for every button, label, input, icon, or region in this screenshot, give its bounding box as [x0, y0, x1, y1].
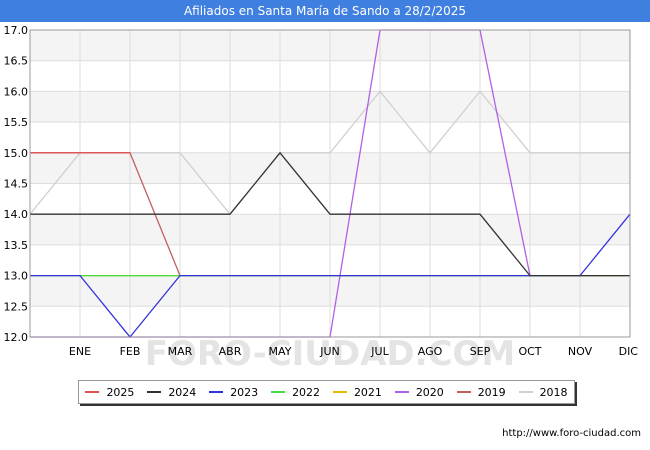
legend-label: 2021: [353, 385, 382, 399]
legend-label: 2022: [292, 385, 321, 399]
y-tick-label: 15.5: [4, 116, 29, 129]
legend-label: 2019: [477, 385, 506, 399]
legend-swatch: [394, 391, 409, 393]
legend-item-2020: 2020: [394, 385, 444, 399]
legend-swatch: [147, 391, 162, 393]
series-line-2024: [30, 151, 630, 277]
x-tick-label: MAR: [168, 345, 193, 358]
legend-item-2022: 2022: [271, 386, 320, 399]
legend: 2025 2024 2023 2022 2021 2020 2019 2018: [78, 380, 575, 404]
legend-swatch: [85, 391, 100, 393]
legend-swatch: [456, 391, 471, 393]
x-tick-label: NOV: [568, 345, 593, 358]
y-axis-ticks: 12.0 12.5 13.0 13.5 14.0 14.5 15.0 15.5 16.0 16.5…: [4, 24, 29, 344]
legend-label: 2025: [106, 385, 135, 399]
legend-label: 2020: [415, 385, 444, 399]
legend-swatch: [518, 391, 533, 393]
legend-item-2023: 2023: [209, 386, 258, 399]
x-tick-label: ENE: [69, 345, 91, 358]
legend-label: 2023: [230, 385, 259, 399]
x-tick-label: JUL: [370, 345, 389, 358]
x-tick-label: FEB: [120, 345, 141, 358]
legend-swatch: [271, 391, 286, 393]
x-tick-label: AGO: [418, 345, 443, 358]
y-tick-label: 16.5: [4, 55, 29, 68]
y-tick-label: 13.5: [4, 239, 29, 252]
x-tick-label: OCT: [518, 345, 541, 358]
x-axis-ticks: ENE FEB MAR ABR MAY JUN JUL AGO SEP OCT NOV DIC: [69, 345, 638, 358]
y-tick-label: 15.0: [4, 147, 29, 160]
plot-frame: [29, 29, 631, 338]
chart-title: Afiliados en Santa María de Sando a 28/2…: [0, 0, 650, 22]
legend-label: 2024: [168, 385, 197, 399]
x-tick-label: DIC: [619, 345, 639, 358]
x-tick-label: ABR: [219, 345, 242, 358]
legend-item-2025: 2025: [85, 386, 134, 399]
legend-item-2019: 2019: [456, 385, 506, 399]
x-tick-label: SEP: [470, 345, 491, 358]
y-tick-label: 12.0: [4, 331, 29, 344]
y-tick-label: 17.0: [4, 24, 29, 37]
legend-swatch: [209, 391, 224, 393]
watermark-text: FORO-CIUDAD.COM: [145, 334, 516, 374]
legend-swatch: [332, 391, 347, 393]
y-tick-label: 13.0: [4, 270, 29, 283]
legend-item-2021: 2021: [332, 385, 382, 399]
legend-item-2024: 2024: [147, 386, 196, 399]
x-tick-label: JUN: [319, 345, 340, 358]
legend-item-2018: 2018: [518, 385, 568, 399]
y-tick-label: 16.0: [4, 85, 29, 98]
legend-label: 2018: [539, 385, 568, 399]
y-tick-label: 14.5: [4, 178, 29, 191]
y-tick-label: 14.0: [4, 208, 29, 221]
source-url: http://www.foro-ciudad.com: [502, 428, 641, 439]
x-tick-label: MAY: [269, 345, 292, 358]
y-tick-label: 12.5: [4, 300, 29, 313]
